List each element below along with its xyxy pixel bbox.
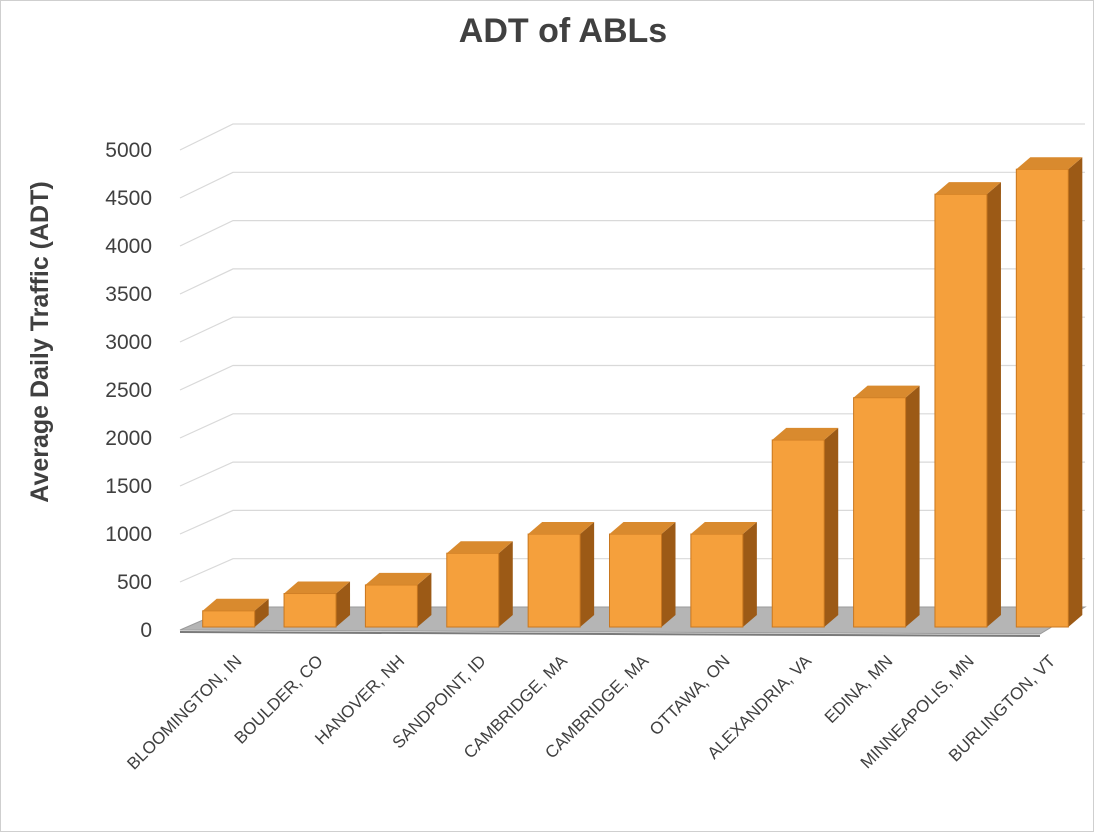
bar-front: [446, 552, 500, 628]
bar-top: [528, 522, 595, 534]
gridline: [179, 171, 1085, 199]
y-tick-label: 4500: [105, 187, 152, 210]
x-tick-label: BLOOMINGTON, IN: [123, 651, 245, 773]
bar: [934, 182, 1001, 628]
bar-top: [609, 522, 676, 534]
y-tick-label: 2500: [105, 379, 152, 402]
gridline: [179, 123, 1085, 151]
y-tick-label: 1500: [105, 475, 152, 498]
bar: [202, 598, 269, 628]
bar-top: [690, 522, 757, 534]
bar-front: [364, 584, 418, 628]
gridline: [179, 364, 1085, 391]
y-tick-label: 2000: [105, 427, 152, 450]
bar-top: [853, 385, 920, 398]
bar-side: [742, 522, 757, 627]
bar: [853, 385, 920, 628]
gridline: [179, 316, 1085, 343]
y-tick-label: 0: [140, 619, 152, 642]
bar: [527, 522, 595, 628]
y-axis-ticks: 0 500 1000 1500 2000 2500 3000 3500 4000 4500 5000: [105, 139, 152, 642]
bar-side: [336, 581, 351, 627]
bar-side: [986, 182, 1001, 627]
gridline: [179, 268, 1085, 295]
bar-front: [527, 533, 581, 628]
x-tick-label: EDINA, MN: [821, 651, 897, 727]
bar-side: [254, 598, 269, 627]
bar-side: [905, 385, 920, 627]
bar: [771, 427, 839, 628]
bar: [609, 522, 676, 628]
bar-top: [365, 572, 432, 585]
bar-front: [283, 593, 337, 628]
y-tick-label: 500: [117, 571, 152, 594]
bar-front: [690, 533, 744, 628]
bar-front: [853, 397, 907, 628]
bar-front: [202, 610, 256, 628]
bars: [202, 157, 1083, 628]
bar-side: [580, 522, 595, 627]
bar: [446, 541, 513, 628]
bar-top: [202, 598, 269, 611]
bar: [1015, 157, 1083, 628]
gridline: [179, 413, 1085, 439]
bar-top: [934, 182, 1001, 195]
bar-top: [284, 581, 351, 594]
y-tick-label: 4000: [105, 235, 152, 258]
gridline: [179, 220, 1085, 247]
bar-side: [498, 541, 513, 627]
y-tick-label: 3000: [105, 331, 152, 354]
y-tick-label: 5000: [105, 139, 152, 162]
y-tick-label: 1000: [105, 523, 152, 546]
bar-front: [1015, 168, 1069, 628]
bar: [690, 522, 757, 628]
bar-front: [771, 439, 825, 628]
y-axis-label: Average Daily Traffic (ADT): [26, 181, 54, 502]
bar-side: [417, 572, 432, 627]
bar: [283, 581, 351, 628]
y-tick-label: 3500: [105, 283, 152, 306]
bar-side: [661, 522, 676, 627]
bar-top: [446, 541, 513, 554]
x-tick-label: OTTAWA, ON: [646, 651, 734, 739]
bar-front: [609, 533, 662, 628]
bar-top: [772, 427, 839, 440]
floor-edge: [179, 631, 1041, 637]
chart-title: ADT of ABLs: [459, 12, 667, 50]
bar-front: [934, 193, 988, 628]
bar-side: [1068, 157, 1083, 627]
bar-side: [824, 427, 839, 627]
bar: [364, 572, 432, 628]
bar-top: [1016, 157, 1083, 170]
